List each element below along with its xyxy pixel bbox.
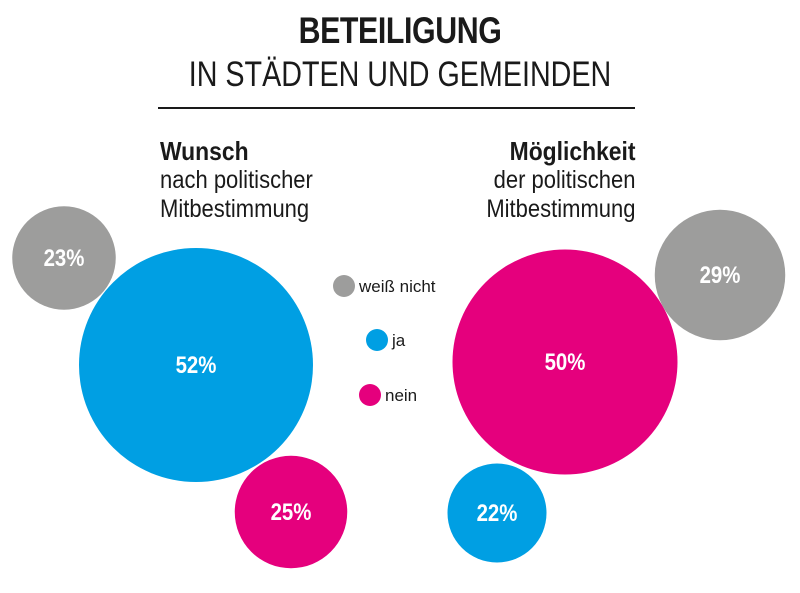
- chart-title: BETEILIGUNG: [298, 10, 502, 51]
- group-heading-left: Wunsch nach politischer Mitbestimmung: [160, 137, 313, 224]
- bubble-label-ja: 52%: [176, 351, 217, 378]
- group-title: Möglichkeit: [509, 136, 635, 166]
- group-subtitle-line: Mitbestimmung: [160, 195, 310, 223]
- group-subtitle-line: nach politischer: [160, 166, 313, 194]
- bubble-ja: [447, 463, 547, 563]
- bubble-label-weiss_nicht: 23%: [44, 244, 85, 271]
- chart-subtitle: IN STÄDTEN UND GEMEINDEN: [188, 55, 612, 94]
- legend-swatch-weiss_nicht: [333, 275, 355, 297]
- legend-label-weiss_nicht: weiß nicht: [358, 277, 436, 296]
- group-title: Wunsch: [160, 136, 249, 166]
- legend-swatch-nein: [359, 384, 381, 406]
- bubble-nein: [234, 455, 348, 569]
- legend-label-nein: nein: [385, 386, 417, 405]
- group-subtitle-line: Mitbestimmung: [485, 195, 635, 223]
- legend-label-ja: ja: [391, 331, 406, 350]
- bubble-weiss_nicht: [654, 209, 786, 341]
- group-subtitle-line: der politischen: [493, 166, 635, 194]
- group-heading-right: Möglichkeit der politischen Mitbestimmun…: [486, 137, 635, 224]
- bubble-ja: [79, 248, 313, 482]
- legend-swatch-ja: [366, 329, 388, 351]
- bubble-label-nein: 50%: [545, 348, 586, 375]
- bubble-nein: [452, 249, 678, 475]
- title-divider: [158, 107, 635, 109]
- bubble-label-nein: 25%: [271, 498, 312, 525]
- bubble-label-ja: 22%: [477, 499, 518, 526]
- bubble-weiss_nicht: [12, 206, 116, 310]
- bubble-label-weiss_nicht: 29%: [700, 261, 741, 288]
